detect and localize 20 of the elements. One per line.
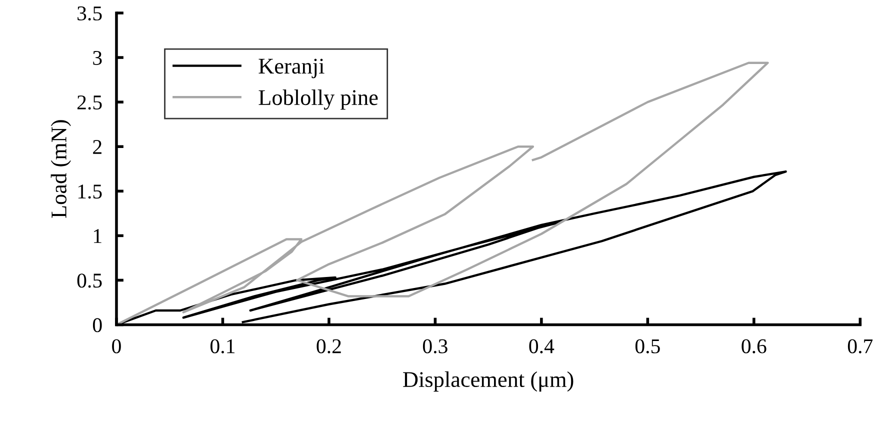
- x-tick-label: 0.1: [210, 339, 234, 354]
- y-tick-label: 0.5: [77, 274, 102, 288]
- x-tick-label: 0.3: [422, 339, 448, 354]
- x-tick-label: 0.7: [848, 339, 873, 354]
- x-tick-label: 0.2: [316, 339, 341, 354]
- x-tick-label: 0.5: [635, 339, 660, 354]
- y-tick-label: 1.5: [78, 184, 102, 199]
- legend-label: Loblolly pine: [258, 89, 378, 110]
- y-tick-label: 1: [94, 229, 102, 243]
- x-axis-title: Displacement (μm): [403, 371, 574, 392]
- y-tick-label: 3: [93, 50, 102, 65]
- legend-label: Keranji: [258, 58, 324, 78]
- x-tick-label: 0.6: [742, 339, 766, 354]
- x-tick-label: 0: [112, 339, 121, 354]
- y-tick-label: 2: [93, 140, 102, 154]
- x-tick-label: 0.4: [529, 339, 554, 354]
- y-tick-label: 2.5: [77, 95, 102, 110]
- y-tick-label: 3.5: [78, 6, 102, 21]
- y-tick-label: 0: [92, 318, 102, 332]
- y-axis-title: Load (mN): [50, 120, 71, 218]
